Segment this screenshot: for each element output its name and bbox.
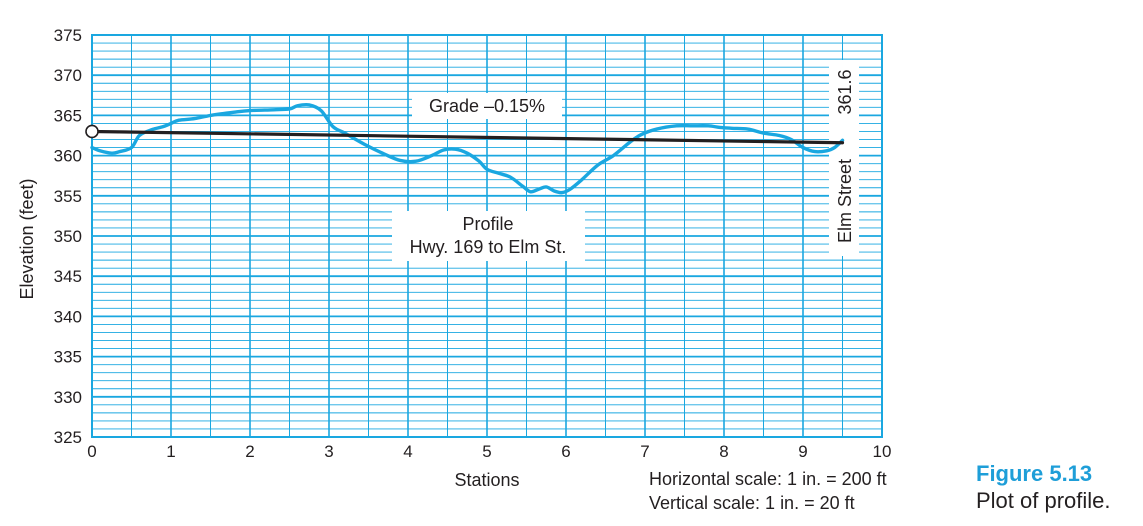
elm-street-label: Elm Street xyxy=(835,159,855,243)
series-layer xyxy=(90,102,845,195)
horizontal-scale-note: Horizontal scale: 1 in. = 200 ft xyxy=(649,469,887,489)
grade-line xyxy=(90,129,845,145)
y-tick-label: 370 xyxy=(54,66,82,85)
y-tick-label: 355 xyxy=(54,187,82,206)
grade-label-bg xyxy=(412,93,562,119)
y-tick-labels: 325 330 335 340 345 350 355 360 365 370 375 xyxy=(54,26,82,447)
figure-caption: Plot of profile. xyxy=(976,488,1111,513)
x-tick-label: 6 xyxy=(561,442,570,461)
x-tick-label: 7 xyxy=(640,442,649,461)
end-elevation-label: 361.6 xyxy=(835,69,855,114)
y-tick-label: 330 xyxy=(54,388,82,407)
y-tick-label: 375 xyxy=(54,26,82,45)
x-tick-label: 9 xyxy=(798,442,807,461)
ground-profile-line xyxy=(90,102,845,195)
grade-start-marker xyxy=(85,124,99,139)
x-tick-label: 4 xyxy=(403,442,412,461)
profile-title-line2: Hwy. 169 to Elm St. xyxy=(410,237,567,257)
x-tick-label: 2 xyxy=(245,442,254,461)
elm-label-bg xyxy=(829,60,859,256)
plot-frame xyxy=(91,34,883,438)
x-tick-label: 8 xyxy=(719,442,728,461)
grade-annotation: Grade –0.15% xyxy=(429,96,545,116)
x-tick-labels: 0 1 2 3 4 5 6 7 8 9 10 xyxy=(87,442,891,461)
x-tick-label: 0 xyxy=(87,442,96,461)
y-tick-label: 340 xyxy=(54,307,82,326)
profile-title-line1: Profile xyxy=(462,214,513,234)
x-tick-label: 10 xyxy=(873,442,892,461)
profile-label-bg xyxy=(392,211,585,261)
x-tick-label: 3 xyxy=(324,442,333,461)
y-tick-label: 345 xyxy=(54,267,82,286)
y-tick-label: 325 xyxy=(54,428,82,447)
x-tick-label: 5 xyxy=(482,442,491,461)
y-tick-label: 365 xyxy=(54,106,82,125)
y-axis-title: Elevation (feet) xyxy=(17,178,37,299)
y-tick-label: 335 xyxy=(54,348,82,367)
x-axis-title: Stations xyxy=(454,470,519,490)
y-tick-label: 360 xyxy=(54,147,82,166)
y-tick-label: 350 xyxy=(54,227,82,246)
vertical-scale-note: Vertical scale: 1 in. = 20 ft xyxy=(649,493,855,513)
x-tick-label: 1 xyxy=(166,442,175,461)
figure-number: Figure 5.13 xyxy=(976,461,1093,486)
